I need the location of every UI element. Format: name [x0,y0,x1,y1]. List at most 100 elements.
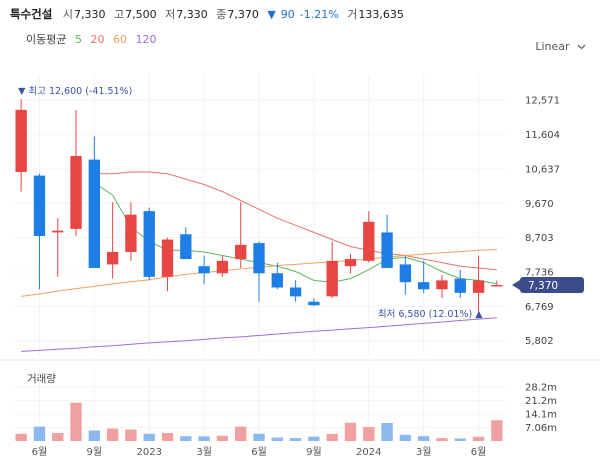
price-axis: 12,571 11,604 10,637 9,670 8,703 7,736 6,769 5,… [525,96,560,347]
candle [143,207,155,281]
volume-bar [363,427,375,441]
time-axis: 6월 9월 2023 3월 6월 9월 2024 3월 6월 [32,446,487,458]
x-tick-label: 9월 [87,446,103,458]
volume-bar [491,420,503,441]
candle [271,262,283,290]
ma-legend-120[interactable]: 120 [135,33,157,46]
candle [235,202,247,268]
stock-summary-bar: 특수건설 시7,330 고7,500 저7,330 종7,370 ▼ 90 -1.2… [10,6,409,24]
candle [381,214,393,268]
candle [125,202,137,261]
x-tick-label: 3월 [196,446,212,458]
volume-bar [326,433,338,441]
candle-body [271,273,283,288]
ma-5-line [94,182,497,285]
low-value: 7,330 [176,8,208,21]
candle [399,255,412,295]
candle [326,241,338,299]
ma-legend-5[interactable]: 5 [74,33,82,46]
candle [436,275,448,299]
candle [52,218,64,277]
scale-select-label: Linear [535,40,570,53]
open-value: 7,330 [73,8,106,21]
scale-select[interactable]: Linear [535,40,586,53]
ma-legend-20[interactable]: 20 [90,33,105,46]
candle-body [326,260,338,297]
x-tick-label: 6월 [32,446,48,458]
volume-bar [399,434,412,441]
ma-120-line [21,317,497,352]
candle-body [198,266,210,274]
volume-bar [125,429,137,441]
volume-bar [198,436,210,441]
x-tick-label: 2024 [356,447,381,458]
volume-tick-label: 7.06m [525,423,557,434]
volume-bar [454,438,466,441]
volume-bar [436,438,448,441]
candle-body [399,264,412,283]
ma-20-line [94,171,497,271]
candle [289,280,302,302]
candle [363,211,375,263]
candle-body [417,282,430,290]
candle [15,99,27,192]
candle-body [88,159,101,268]
candle-body [52,230,64,233]
volume-bar [161,432,174,441]
close-label: 종 [216,8,227,21]
candle-body [70,156,82,229]
moving-average-legend[interactable]: 이동평균 5 20 60 120 [26,31,161,47]
volume-bar [33,426,46,441]
candle [106,202,119,279]
last-price-badge: 7,370 [512,277,584,294]
volume-bar [88,430,101,441]
volume-bar [52,432,64,441]
volume-tick-label: 21.2m [525,396,557,407]
last-price-badge-bg [520,277,584,294]
candle [472,255,485,314]
price-tick-label: 10,637 [525,164,560,175]
candle-body [253,243,265,274]
high-annotation: ▼ 최고 12,600 (-41.51%) [18,86,132,97]
x-tick-label: 9월 [306,446,322,458]
candle-body [235,244,247,260]
volume-bar [417,436,430,441]
candle [70,109,82,236]
volume-bars [15,402,503,441]
candle-body [106,251,119,265]
price-tick-label: 8,703 [525,233,554,244]
x-tick-label: 6월 [471,446,487,458]
candle [33,173,46,290]
candle-body [161,239,174,277]
volume-bar [381,422,393,441]
candle-body [308,301,320,306]
candle-body [436,280,448,290]
candle [344,253,357,274]
volume-title: 거래량 [27,373,56,385]
close-value: 7,370 [227,8,259,21]
change-value: 90 [280,8,295,21]
candle-body [472,280,485,293]
candlestick-series [15,99,503,314]
volume-bar [289,438,302,441]
volume-bar [106,428,119,441]
volume-axis: 28.2m 21.2m 14.1m 7.06m [525,382,557,434]
grid-lines [12,75,506,355]
volume-bar [180,436,192,441]
candle-body [143,211,155,277]
candle-body [289,287,302,297]
candle-body [33,175,46,236]
volume-label: 거 [347,8,358,21]
candle-body [180,234,192,260]
candle [198,255,210,284]
candle [161,237,174,292]
x-tick-label: 6월 [251,446,267,458]
last-price-label: 7,370 [528,280,558,292]
volume-tick-label: 14.1m [525,409,557,420]
candle-body [491,285,503,287]
volume-value: 133,635 [358,8,404,21]
candle-body [363,221,375,261]
volume-bar [271,437,283,441]
ma-legend-60[interactable]: 60 [112,33,127,46]
